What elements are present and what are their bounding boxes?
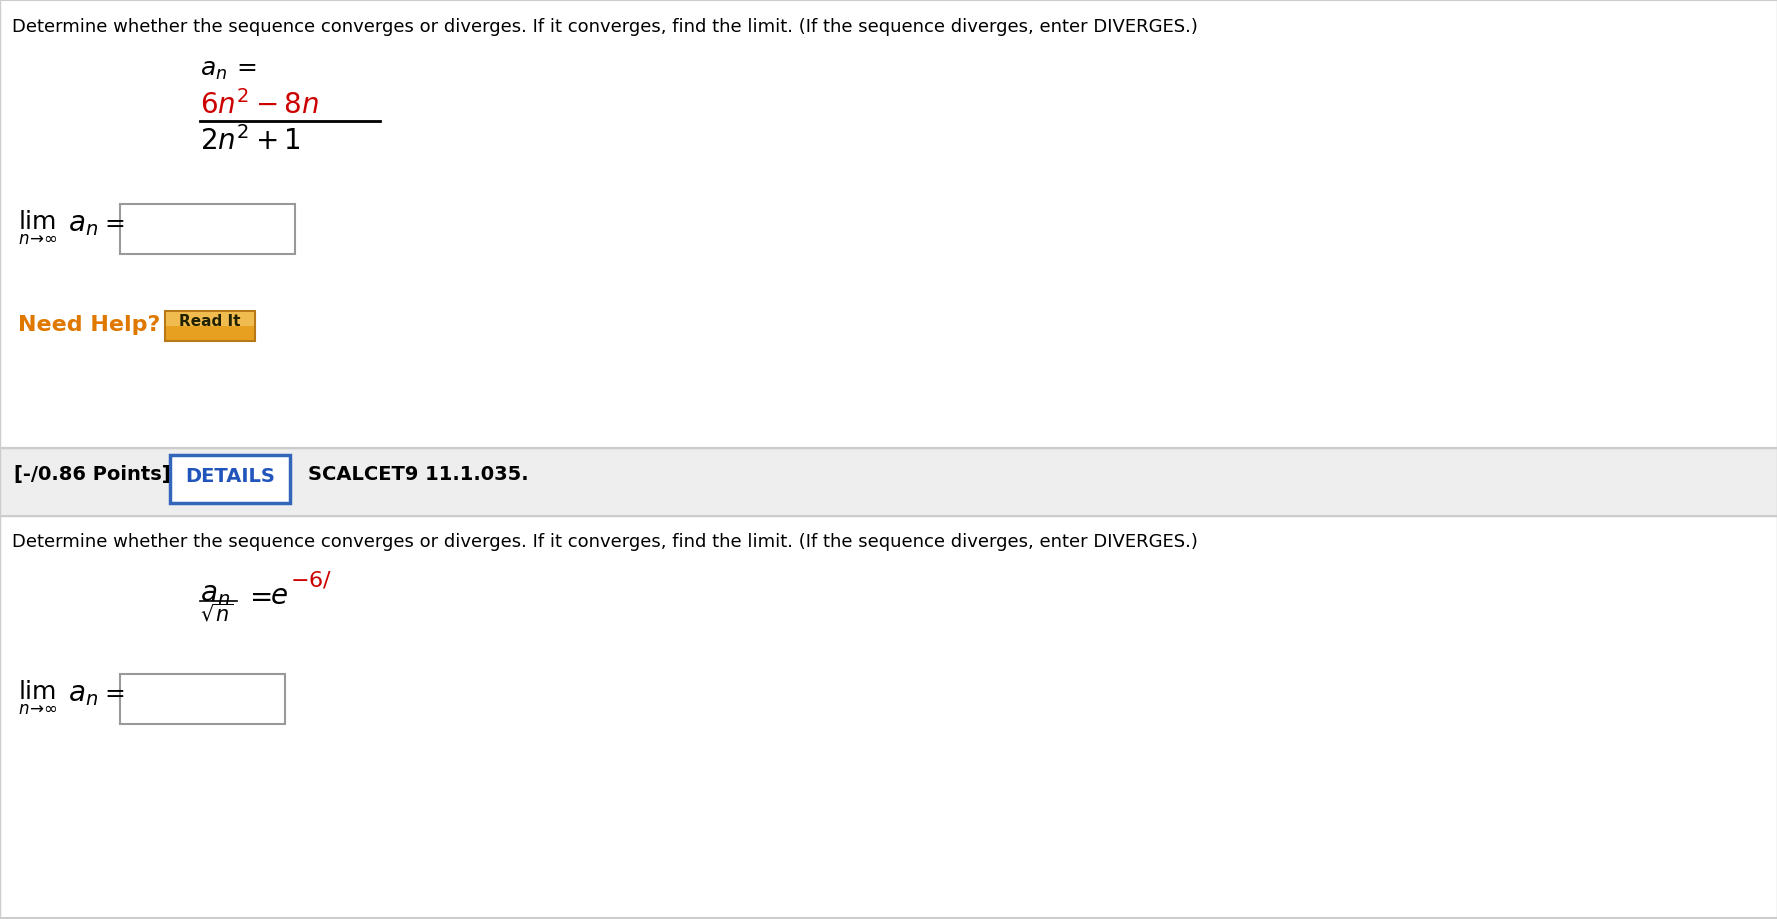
Text: $e$: $e$ xyxy=(270,582,288,609)
Bar xyxy=(0,516,1777,919)
Text: $=$: $=$ xyxy=(100,210,124,233)
Text: SCALCET9 11.1.035.: SCALCET9 11.1.035. xyxy=(307,464,528,483)
Text: $6n^2 - 8n$: $6n^2 - 8n$ xyxy=(201,90,320,119)
Bar xyxy=(171,456,290,504)
Bar xyxy=(165,312,256,342)
Bar xyxy=(0,0,1777,449)
Text: $=$: $=$ xyxy=(100,679,124,703)
Text: [-/0.86 Points]: [-/0.86 Points] xyxy=(14,464,171,483)
Text: $\mathrm{lim}$: $\mathrm{lim}$ xyxy=(18,210,57,233)
Text: $n\!\to\!\infty$: $n\!\to\!\infty$ xyxy=(18,699,57,717)
Text: $a_n$: $a_n$ xyxy=(68,679,98,708)
Text: $a_n\, =$: $a_n\, =$ xyxy=(201,58,256,82)
Text: Read It: Read It xyxy=(179,313,240,329)
Text: $2n^2 + 1$: $2n^2 + 1$ xyxy=(201,126,300,155)
Text: $a_n$: $a_n$ xyxy=(68,210,98,238)
Bar xyxy=(165,312,254,326)
Text: $-6/$: $-6/$ xyxy=(290,570,332,590)
Bar xyxy=(121,205,295,255)
Text: $\sqrt{n}$: $\sqrt{n}$ xyxy=(201,602,235,625)
Text: $\mathrm{lim}$: $\mathrm{lim}$ xyxy=(18,679,57,703)
Text: Need Help?: Need Help? xyxy=(18,314,160,335)
Text: DETAILS: DETAILS xyxy=(185,467,275,485)
Text: Determine whether the sequence converges or diverges. If it converges, find the : Determine whether the sequence converges… xyxy=(12,532,1198,550)
Bar xyxy=(0,448,1777,516)
Text: $n\!\to\!\infty$: $n\!\to\!\infty$ xyxy=(18,230,57,248)
Text: $a_n$: $a_n$ xyxy=(201,579,229,607)
Text: $=$: $=$ xyxy=(243,582,272,609)
Bar xyxy=(121,675,284,724)
Text: Determine whether the sequence converges or diverges. If it converges, find the : Determine whether the sequence converges… xyxy=(12,18,1198,36)
